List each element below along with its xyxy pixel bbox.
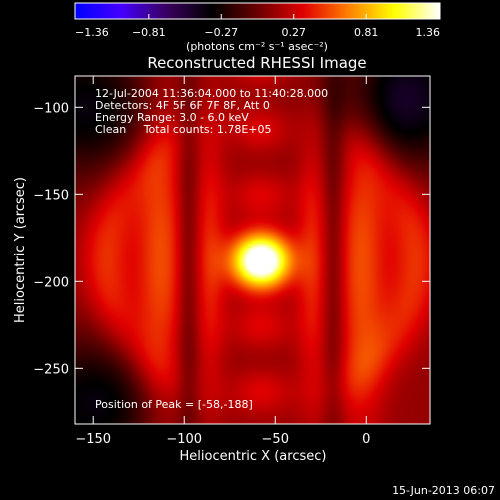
colorbar-unit-label: (photons cm⁻² s⁻¹ asec⁻²) [186, 40, 328, 53]
x-axis-label: Heliocentric X (arcsec) [180, 449, 327, 464]
info-line: Energy Range: 3.0 - 6.0 keV [95, 111, 249, 124]
x-tick-label: −150 [75, 432, 111, 447]
image-area [74, 75, 431, 425]
y-tick-label: −200 [33, 275, 69, 290]
info-line: 12-Jul-2004 11:36:04.000 to 11:40:28.000 [95, 87, 328, 100]
chart-title: Reconstructed RHESSI Image [147, 54, 366, 72]
y-tick-label: −150 [33, 188, 69, 203]
colorbar-tick-label: −1.36 [75, 26, 109, 39]
x-tick-label: −50 [262, 432, 289, 447]
info-line: Clean Total counts: 1.78E+05 [95, 123, 272, 136]
plot-frame [74, 75, 431, 425]
y-tick-label: −100 [33, 101, 69, 116]
x-tick-label: −100 [166, 432, 202, 447]
axis-ticks: −150 −100 −50 0 −100 −150 −200 −250 [33, 76, 430, 447]
colorbar-tick-label: 1.36 [416, 26, 441, 39]
y-axis-label: Heliocentric Y (arcsec) [13, 177, 28, 323]
peak-position-label: Position of Peak = [-58,-188] [95, 398, 253, 411]
colorbar-tick-label: −0.27 [204, 26, 238, 39]
x-tick-label: 0 [362, 432, 370, 447]
info-line: Detectors: 4F 5F 6F 7F 8F, Att 0 [95, 99, 270, 112]
colorbar-tick-label: −0.81 [132, 26, 166, 39]
observation-info: 12-Jul-2004 11:36:04.000 to 11:40:28.000… [95, 87, 328, 136]
colorbar-tick-label: 0.81 [354, 26, 379, 39]
colorbar-ticks: −1.36 −0.81 −0.27 0.27 0.81 1.36 [74, 14, 441, 39]
footer-date: 15-Jun-2013 06:07 [392, 484, 495, 497]
colorbar-tick-label: 0.27 [281, 26, 306, 39]
y-tick-label: −250 [33, 362, 69, 377]
colorbar [74, 2, 441, 20]
